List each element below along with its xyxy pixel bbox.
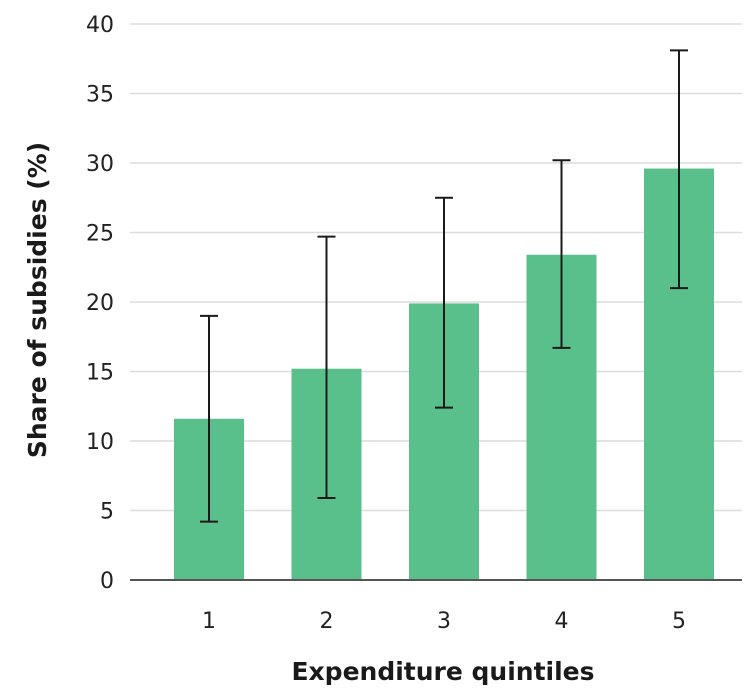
x-tick-labels: 1 2 3 4 5 (202, 609, 686, 634)
y-tick-labels: 0 5 10 15 20 25 30 35 40 (86, 13, 114, 594)
x-tick-label: 2 (320, 609, 334, 634)
y-tick-label: 35 (86, 83, 114, 108)
x-tick-label: 4 (555, 609, 569, 634)
x-tick-label: 5 (672, 609, 686, 634)
y-tick-label: 0 (100, 569, 114, 594)
error-bars (200, 49, 688, 523)
x-axis-title: Expenditure quintiles (291, 657, 594, 686)
y-tick-label: 40 (86, 13, 114, 38)
x-tick-label: 1 (202, 609, 216, 634)
y-tick-label: 15 (86, 361, 114, 386)
y-tick-label: 10 (86, 430, 114, 455)
y-tick-label: 20 (86, 291, 114, 316)
y-tick-label: 25 (86, 222, 114, 247)
y-tick-label: 5 (100, 500, 114, 525)
y-tick-label: 30 (86, 152, 114, 177)
x-tick-label: 3 (437, 609, 451, 634)
y-axis-title: Share of subsidies (%) (23, 142, 52, 458)
